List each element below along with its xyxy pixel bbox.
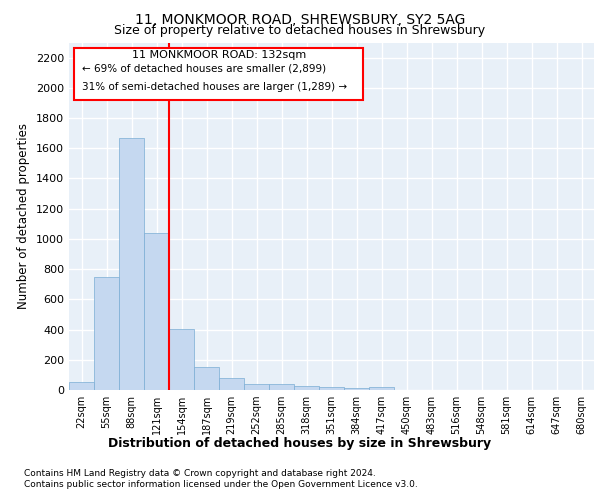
Bar [219,378,244,390]
Bar [69,382,94,390]
Text: Contains HM Land Registry data © Crown copyright and database right 2024.: Contains HM Land Registry data © Crown c… [24,469,376,478]
Bar [119,138,144,390]
Bar [344,388,369,390]
Text: 31% of semi-detached houses are larger (1,289) →: 31% of semi-detached houses are larger (… [82,82,347,92]
Text: 11 MONKMOOR ROAD: 132sqm: 11 MONKMOOR ROAD: 132sqm [131,50,306,60]
Bar [269,384,294,390]
Text: ← 69% of detached houses are smaller (2,899): ← 69% of detached houses are smaller (2,… [82,64,326,74]
Text: Contains public sector information licensed under the Open Government Licence v3: Contains public sector information licen… [24,480,418,489]
Bar [169,329,194,390]
Bar [94,278,119,390]
Text: Distribution of detached houses by size in Shrewsbury: Distribution of detached houses by size … [109,438,491,450]
Bar [244,384,269,390]
Text: Size of property relative to detached houses in Shrewsbury: Size of property relative to detached ho… [115,24,485,37]
Bar [319,388,344,390]
Y-axis label: Number of detached properties: Number of detached properties [17,123,31,309]
Bar [144,233,169,390]
Bar [369,387,394,390]
Bar [294,386,319,390]
FancyBboxPatch shape [74,48,363,100]
Bar [194,368,219,390]
Text: 11, MONKMOOR ROAD, SHREWSBURY, SY2 5AG: 11, MONKMOOR ROAD, SHREWSBURY, SY2 5AG [135,12,465,26]
